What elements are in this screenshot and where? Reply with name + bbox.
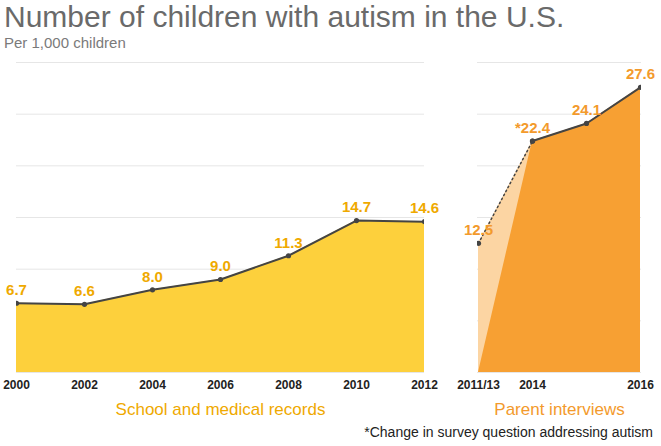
svg-text:Parent interviews: Parent interviews xyxy=(494,400,624,419)
svg-text:2008: 2008 xyxy=(275,378,302,392)
svg-text:12.5: 12.5 xyxy=(464,221,493,238)
html-text:Number of children with autism: Number of children with autism in the U.… xyxy=(4,0,565,33)
svg-text:27.6: 27.6 xyxy=(626,65,655,82)
svg-text:14.7: 14.7 xyxy=(342,198,371,215)
svg-text:2006: 2006 xyxy=(207,378,234,392)
svg-text:2014: 2014 xyxy=(519,378,546,392)
svg-text:2016: 2016 xyxy=(627,378,654,392)
svg-text:6.7: 6.7 xyxy=(6,281,27,298)
svg-text:24.1: 24.1 xyxy=(572,101,601,118)
svg-text:School and medical records: School and medical records xyxy=(116,400,326,419)
svg-text:*22.4: *22.4 xyxy=(515,119,551,136)
svg-text:6.6: 6.6 xyxy=(74,282,95,299)
svg-text:2011/13: 2011/13 xyxy=(457,378,500,392)
svg-text:11.3: 11.3 xyxy=(274,234,302,251)
html-text:*Change in survey question add: *Change in survey question addressing au… xyxy=(364,424,653,440)
svg-text:2000: 2000 xyxy=(3,378,30,392)
svg-text:8.0: 8.0 xyxy=(142,268,163,285)
svg-text:2012: 2012 xyxy=(411,378,438,392)
html-text:Per 1,000 children: Per 1,000 children xyxy=(4,34,126,51)
svg-text:9.0: 9.0 xyxy=(210,257,231,274)
svg-text:2002: 2002 xyxy=(71,378,98,392)
svg-text:14.6: 14.6 xyxy=(410,199,439,216)
svg-text:2010: 2010 xyxy=(343,378,370,392)
svg-text:2004: 2004 xyxy=(139,378,166,392)
